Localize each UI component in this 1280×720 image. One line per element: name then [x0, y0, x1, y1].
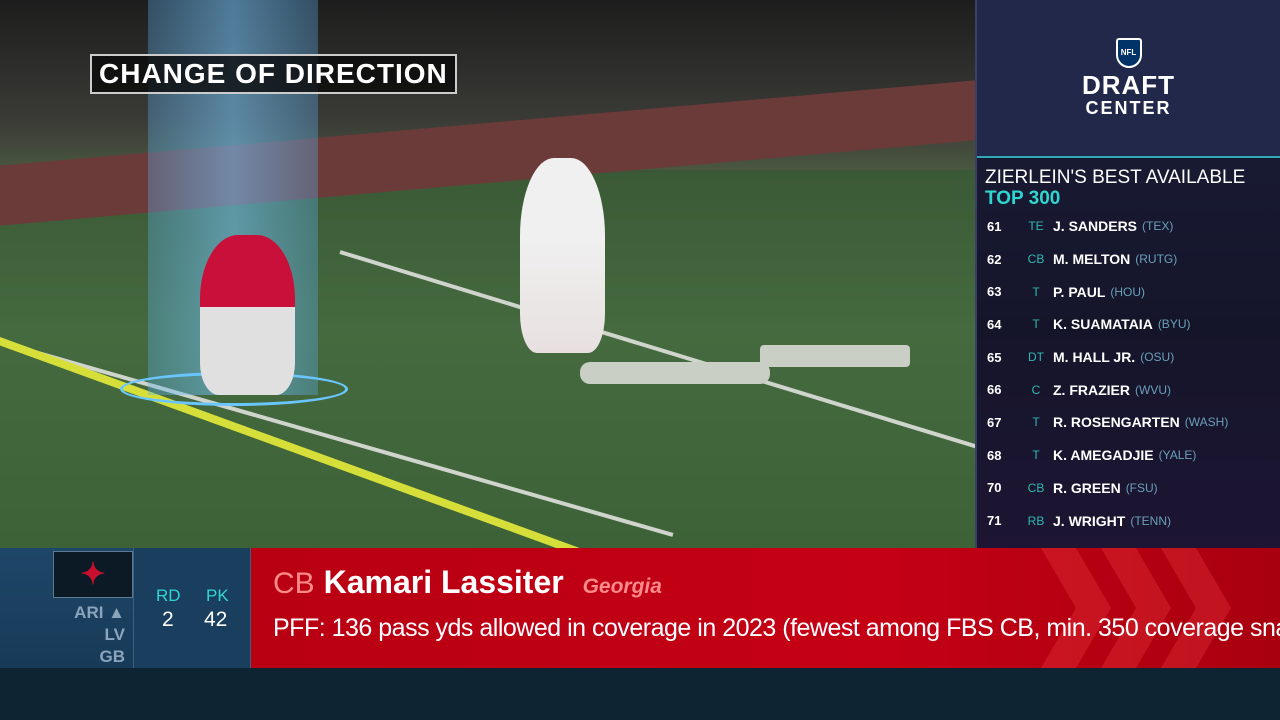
player-card: CB Kamari Lassiter Georgia PFF: 136 pass…: [251, 548, 1280, 668]
player-rank: 71: [987, 513, 1002, 529]
draft-center-logo: NFL DRAFT CENTER: [977, 0, 1280, 158]
player-school: (WASH): [1184, 415, 1229, 430]
draft-ticker: ✦ ARI ▲ LV GB RD 2 PK 42 CB Kamari Lassi…: [0, 548, 1280, 668]
team-panel: ✦ ARI ▲ LV GB: [0, 548, 133, 668]
player-list: 61 TE J. SANDERS (TEX) 62 CB M. MELTON (RUTG) 63…: [977, 210, 1280, 537]
player-row: 63 T P. PAUL (HOU): [977, 275, 1280, 308]
player-row: 70 CB R. GREEN (FSU): [977, 472, 1280, 505]
player-pos: DT: [1028, 350, 1044, 365]
player-name: K. SUAMATAIA: [1053, 316, 1153, 333]
player-row: 68 T K. AMEGADJIE (YALE): [977, 439, 1280, 472]
broadcast-video: CHANGE OF DIRECTION: [0, 0, 975, 548]
yard-number: [760, 345, 910, 367]
logo-line1: DRAFT: [1081, 69, 1176, 100]
player-rank: 66: [987, 382, 1002, 398]
upcoming-team: ARI ▲: [74, 603, 125, 622]
player-name: R. GREEN: [1053, 479, 1121, 496]
player-row: 65 DT M. HALL JR. (OSU): [977, 341, 1280, 374]
player-pos: TE: [1028, 219, 1044, 234]
bottom-strip: [0, 668, 1280, 720]
player-row: 61 TE J. SANDERS (TEX): [977, 210, 1280, 243]
player-row: 67 T R. ROSENGARTEN (WASH): [977, 406, 1280, 439]
player-school: Georgia: [582, 575, 662, 598]
chevron-decoration: [1101, 548, 1171, 668]
player-school: (OSU): [1140, 350, 1175, 365]
player-name: R. ROSENGARTEN: [1053, 414, 1180, 431]
upcoming-team: LV: [104, 625, 125, 644]
player-school: (HOU): [1110, 284, 1146, 299]
player-name: Kamari Lassiter: [323, 564, 564, 600]
player-school: (WVU): [1135, 382, 1171, 397]
player-school: (TEX): [1142, 219, 1174, 234]
logo-line2: CENTER: [1085, 97, 1172, 118]
player-name: Z. FRAZIER: [1053, 381, 1130, 398]
panel-subtitle: TOP 300: [985, 188, 1061, 209]
player-name: P. PAUL: [1053, 283, 1106, 300]
chevron-decoration: [1041, 548, 1111, 668]
nfl-shield-logo: NFL: [1115, 37, 1142, 68]
panel-title: ZIERLEIN'S BEST AVAILABLE: [985, 167, 1246, 188]
upcoming-team: GB: [99, 647, 126, 666]
round-label: RD: [156, 586, 181, 605]
player-school: (FSU): [1125, 480, 1158, 495]
player-school: (YALE): [1158, 448, 1197, 463]
player-pos: CB: [1027, 252, 1045, 267]
player-row: 71 RB J. WRIGHT (TENN): [977, 504, 1280, 537]
player-rank: 62: [987, 251, 1002, 267]
best-available-panel: NFL DRAFT CENTER ZIERLEIN'S BEST AVAILAB…: [975, 0, 1280, 548]
player-rank: 67: [987, 414, 1002, 430]
player-name: M. HALL JR.: [1053, 349, 1136, 366]
player-rank: 64: [987, 316, 1002, 332]
pick-info: RD 2 PK 42: [133, 548, 251, 668]
player-school: (RUTG): [1135, 252, 1178, 267]
player-position: CB: [273, 567, 315, 600]
pick-label: PK: [206, 586, 229, 605]
overlay-title: CHANGE OF DIRECTION: [90, 54, 457, 94]
player-school: (TENN): [1130, 513, 1172, 528]
player-stat-fact: PFF: 136 pass yds allowed in coverage in…: [273, 614, 1280, 642]
player-opponent: [520, 158, 605, 353]
texans-logo: ✦: [53, 551, 133, 598]
player-row: 64 T K. SUAMATAIA (BYU): [977, 308, 1280, 341]
player-name: K. AMEGADJIE: [1053, 447, 1154, 464]
player-rank: 61: [987, 218, 1002, 234]
player-row: 66 C Z. FRAZIER (WVU): [977, 373, 1280, 406]
player-name: M. MELTON: [1053, 251, 1131, 268]
player-rank: 70: [987, 480, 1002, 496]
yard-line: [0, 340, 674, 537]
player-rank: 65: [987, 349, 1002, 365]
player-rank: 68: [987, 447, 1002, 463]
player-name-line: CB Kamari Lassiter Georgia: [273, 564, 662, 601]
player-rank: 63: [987, 284, 1002, 300]
player-pos: RB: [1027, 513, 1045, 528]
player-name: J. WRIGHT: [1053, 512, 1126, 529]
player-pos: T: [1032, 448, 1040, 463]
player-pos: T: [1032, 317, 1040, 332]
player-pos: T: [1032, 415, 1040, 430]
player-school: (BYU): [1157, 317, 1191, 332]
player-georgia: [200, 235, 295, 395]
player-pos: T: [1032, 284, 1040, 299]
upcoming-teams: ARI ▲ LV GB: [74, 602, 125, 668]
player-pos: CB: [1027, 480, 1045, 495]
pick-value: 42: [204, 608, 228, 631]
player-pos: C: [1031, 382, 1041, 397]
player-row: 62 CB M. MELTON (RUTG): [977, 243, 1280, 276]
round-value: 2: [162, 608, 174, 631]
yard-number: [580, 362, 770, 384]
chevron-decoration: [1161, 548, 1231, 668]
player-name: J. SANDERS: [1053, 218, 1138, 235]
